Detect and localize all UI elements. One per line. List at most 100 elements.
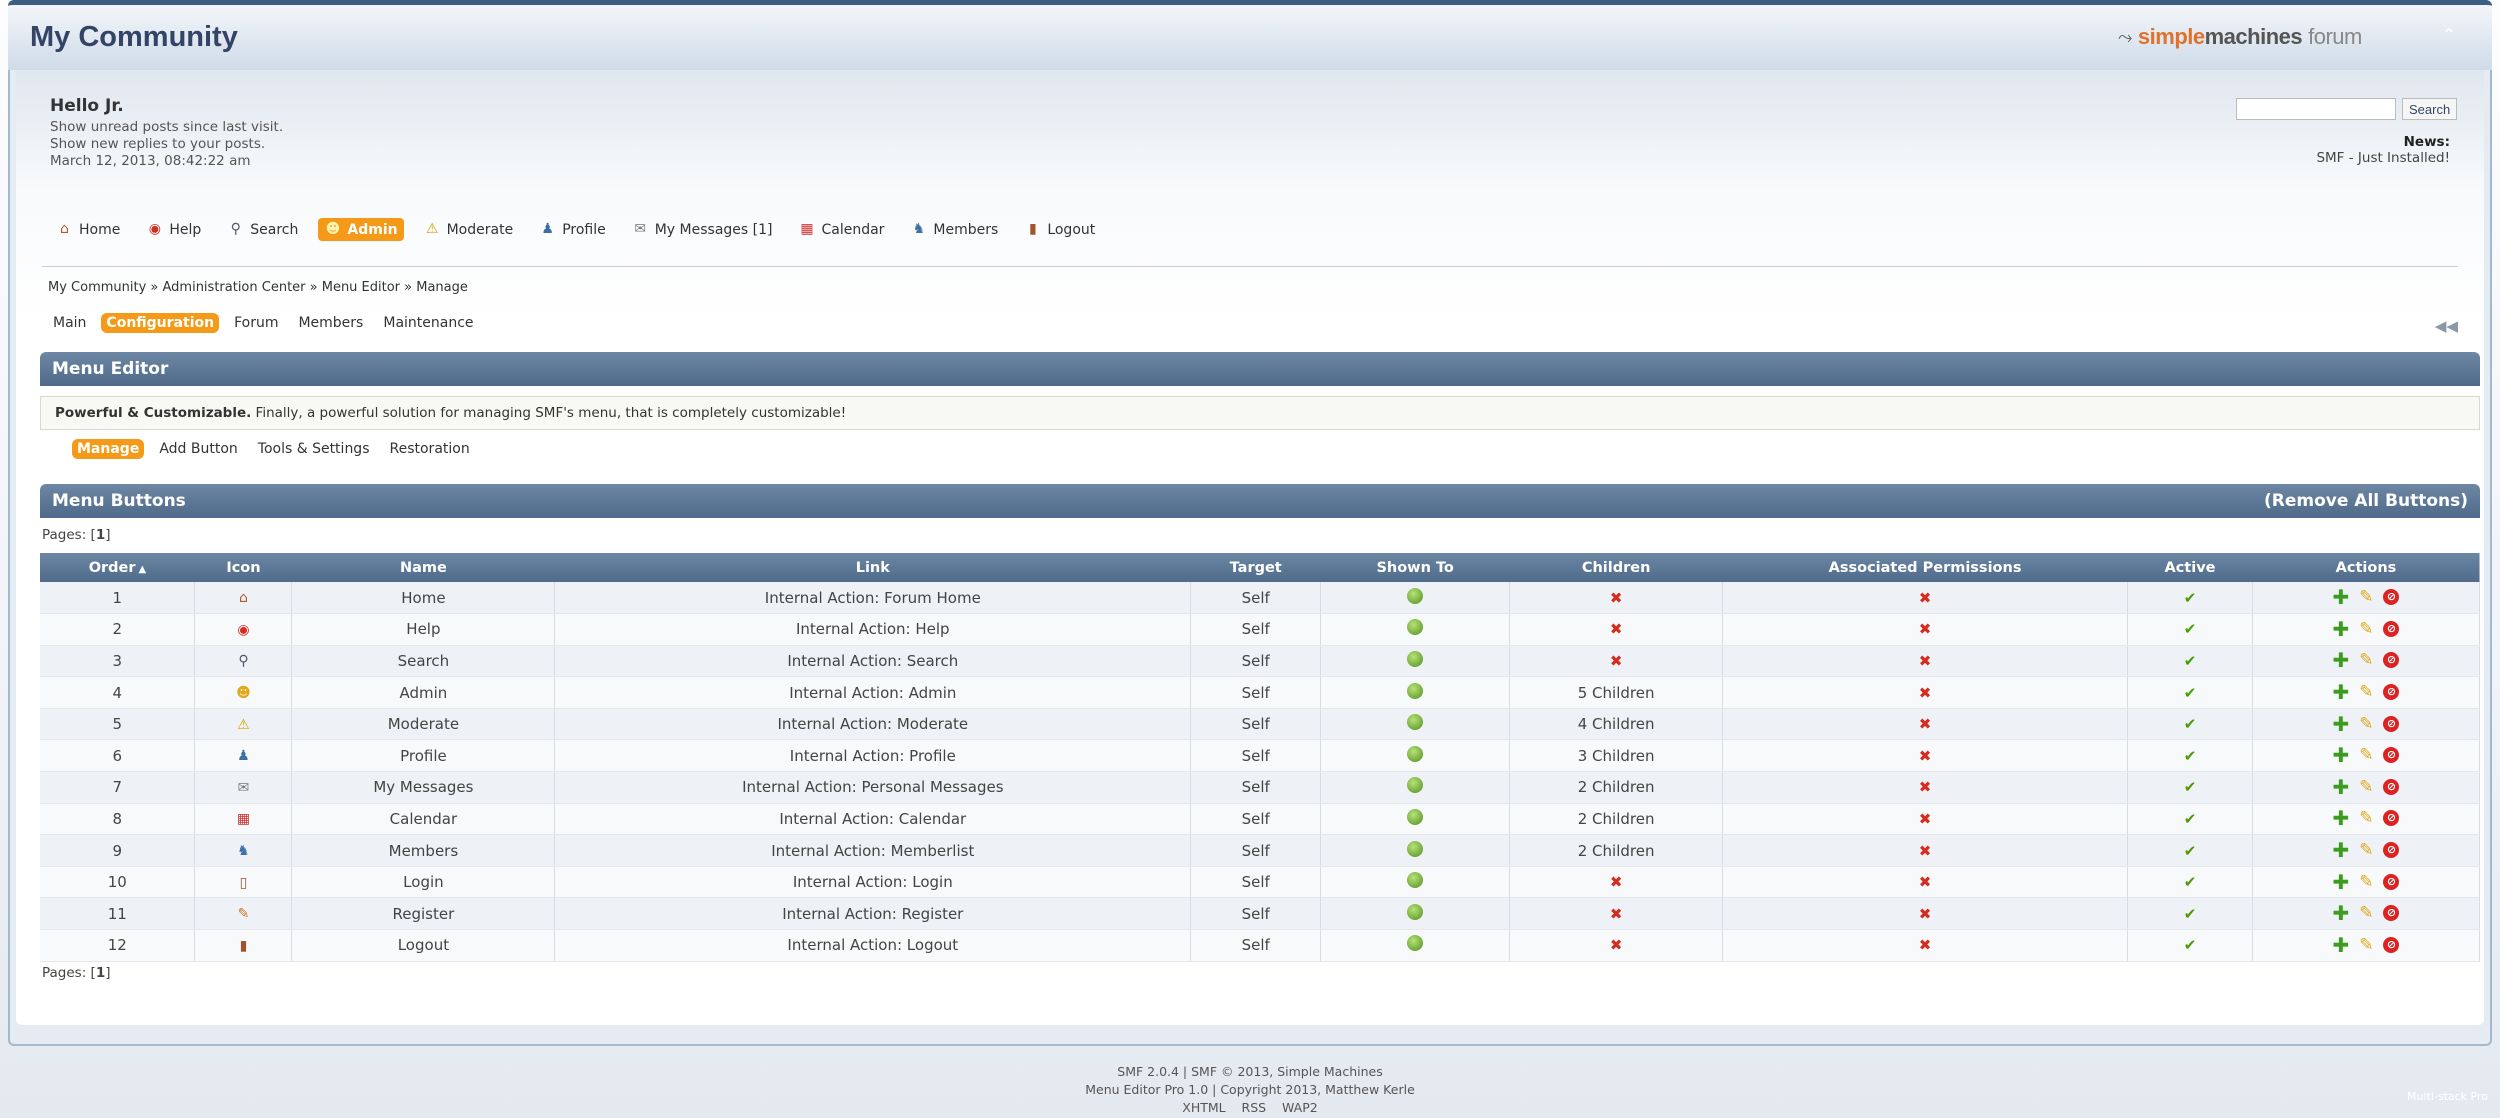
add-child-icon[interactable]: ✚	[2332, 932, 2350, 957]
add-child-icon[interactable]: ✚	[2332, 838, 2350, 863]
add-child-icon[interactable]: ✚	[2332, 901, 2350, 926]
delete-icon[interactable]: ⊘	[2383, 905, 2400, 922]
delete-icon[interactable]: ⊘	[2383, 620, 2400, 637]
menu-item-door[interactable]: ▮ Logout	[1018, 218, 1101, 241]
globe-icon[interactable]	[1407, 682, 1424, 699]
delete-icon[interactable]: ⊘	[2383, 778, 2400, 795]
tab-configuration[interactable]: Configuration	[101, 313, 220, 333]
column-header-target[interactable]: Target	[1191, 553, 1321, 582]
add-child-icon[interactable]: ✚	[2332, 680, 2350, 705]
add-child-icon[interactable]: ✚	[2332, 648, 2350, 673]
page-number-link[interactable]: 1	[95, 527, 106, 543]
tab-forum[interactable]: Forum	[234, 315, 279, 331]
tab-main[interactable]: Main	[53, 315, 87, 331]
delete-icon[interactable]: ⊘	[2383, 652, 2400, 669]
footer-copyright[interactable]: SMF 2.0.4 | SMF © 2013, Simple Machines	[1117, 1064, 1383, 1079]
add-child-icon[interactable]: ✚	[2332, 711, 2350, 736]
delete-icon[interactable]: ⊘	[2383, 684, 2400, 701]
tab-maintenance[interactable]: Maintenance	[383, 315, 474, 331]
delete-icon[interactable]: ⊘	[2383, 589, 2400, 606]
tab-manage[interactable]: Manage	[72, 439, 145, 459]
edit-pencil-icon[interactable]: ✎	[2359, 745, 2374, 766]
delete-icon[interactable]: ⊘	[2383, 747, 2400, 764]
checkmark-icon[interactable]: ✔	[2183, 841, 2197, 860]
delete-icon[interactable]: ⊘	[2383, 810, 2400, 827]
edit-pencil-icon[interactable]: ✎	[2359, 776, 2374, 797]
footer-wap2-link[interactable]: WAP2	[1282, 1100, 1318, 1115]
checkmark-icon[interactable]: ✔	[2183, 873, 2197, 892]
globe-icon[interactable]	[1407, 935, 1424, 952]
menu-item-home[interactable]: ⌂ Home	[50, 218, 126, 241]
delete-icon[interactable]: ⊘	[2383, 842, 2400, 859]
edit-pencil-icon[interactable]: ✎	[2359, 713, 2374, 734]
collapse-header-icon[interactable]: ⌃	[2441, 25, 2457, 46]
remove-all-buttons-link[interactable]: (Remove All Buttons)	[2263, 491, 2468, 511]
globe-icon[interactable]	[1407, 745, 1424, 762]
search-button[interactable]: Search	[2402, 98, 2458, 120]
edit-pencil-icon[interactable]: ✎	[2359, 682, 2374, 703]
globe-icon[interactable]	[1407, 619, 1424, 636]
menu-item-admin[interactable]: ☻ Admin	[318, 218, 404, 241]
checkmark-icon[interactable]: ✔	[2183, 715, 2197, 734]
delete-icon[interactable]: ⊘	[2383, 715, 2400, 732]
checkmark-icon[interactable]: ✔	[2183, 936, 2197, 955]
globe-icon[interactable]	[1407, 808, 1424, 825]
tab-members[interactable]: Members	[298, 315, 364, 331]
menu-item-members[interactable]: ♞ Members	[904, 218, 1004, 241]
menu-item-warning[interactable]: ⚠ Moderate	[418, 218, 520, 241]
footer-mod-credit[interactable]: Menu Editor Pro 1.0 | Copyright 2013, Ma…	[1085, 1082, 1415, 1097]
column-header-shown-to[interactable]: Shown To	[1321, 553, 1510, 582]
edit-pencil-icon[interactable]: ✎	[2359, 587, 2374, 608]
checkmark-icon[interactable]: ✔	[2183, 904, 2197, 923]
footer-rss-link[interactable]: RSS	[1241, 1100, 1267, 1115]
menu-item-search[interactable]: ⚲ Search	[221, 218, 304, 241]
checkmark-icon[interactable]: ✔	[2183, 809, 2197, 828]
menu-item-user[interactable]: ♟ Profile	[533, 218, 612, 241]
column-header-icon[interactable]: Icon	[195, 553, 292, 582]
add-child-icon[interactable]: ✚	[2332, 806, 2350, 831]
column-header-active[interactable]: Active	[2128, 553, 2253, 582]
globe-icon[interactable]	[1407, 872, 1424, 889]
menu-item-envelope[interactable]: ✉ My Messages [1]	[626, 218, 779, 241]
edit-pencil-icon[interactable]: ✎	[2359, 808, 2374, 829]
add-child-icon[interactable]: ✚	[2332, 585, 2350, 610]
column-header-actions[interactable]: Actions	[2252, 553, 2479, 582]
edit-pencil-icon[interactable]: ✎	[2359, 871, 2374, 892]
add-child-icon[interactable]: ✚	[2332, 743, 2350, 768]
menu-item-help[interactable]: ◉ Help	[140, 218, 207, 241]
unread-posts-link[interactable]: Show unread posts since last visit.	[50, 119, 284, 135]
checkmark-icon[interactable]: ✔	[2183, 620, 2197, 639]
collapse-sidebar-icon[interactable]: ◀◀	[2434, 317, 2458, 335]
checkmark-icon[interactable]: ✔	[2183, 778, 2197, 797]
edit-pencil-icon[interactable]: ✎	[2359, 840, 2374, 861]
delete-icon[interactable]: ⊘	[2383, 873, 2400, 890]
menu-item-calendar[interactable]: ▦ Calendar	[792, 218, 890, 241]
page-number-link[interactable]: 1	[95, 965, 106, 981]
forum-title[interactable]: My Community	[30, 21, 238, 53]
edit-pencil-icon[interactable]: ✎	[2359, 618, 2374, 639]
column-header-order[interactable]: Order ▲	[40, 553, 195, 582]
globe-icon[interactable]	[1407, 903, 1424, 920]
smf-logo[interactable]: ⤳ simple machines forum	[2118, 19, 2362, 55]
globe-icon[interactable]	[1407, 587, 1424, 604]
checkmark-icon[interactable]: ✔	[2183, 651, 2197, 670]
checkmark-icon[interactable]: ✔	[2183, 746, 2197, 765]
tab-restoration[interactable]: Restoration	[389, 441, 470, 457]
globe-icon[interactable]	[1407, 714, 1424, 731]
add-child-icon[interactable]: ✚	[2332, 616, 2350, 641]
new-replies-link[interactable]: Show new replies to your posts.	[50, 136, 266, 152]
globe-icon[interactable]	[1407, 650, 1424, 667]
checkmark-icon[interactable]: ✔	[2183, 588, 2197, 607]
column-header-children[interactable]: Children	[1510, 553, 1723, 582]
checkmark-icon[interactable]: ✔	[2183, 683, 2197, 702]
edit-pencil-icon[interactable]: ✎	[2359, 903, 2374, 924]
add-child-icon[interactable]: ✚	[2332, 774, 2350, 799]
footer-xhtml-link[interactable]: XHTML	[1182, 1100, 1226, 1115]
add-child-icon[interactable]: ✚	[2332, 869, 2350, 894]
column-header-link[interactable]: Link	[555, 553, 1191, 582]
column-header-name[interactable]: Name	[292, 553, 555, 582]
delete-icon[interactable]: ⊘	[2383, 936, 2400, 953]
edit-pencil-icon[interactable]: ✎	[2359, 934, 2374, 955]
globe-icon[interactable]	[1407, 840, 1424, 857]
tab-add-button[interactable]: Add Button	[159, 441, 238, 457]
